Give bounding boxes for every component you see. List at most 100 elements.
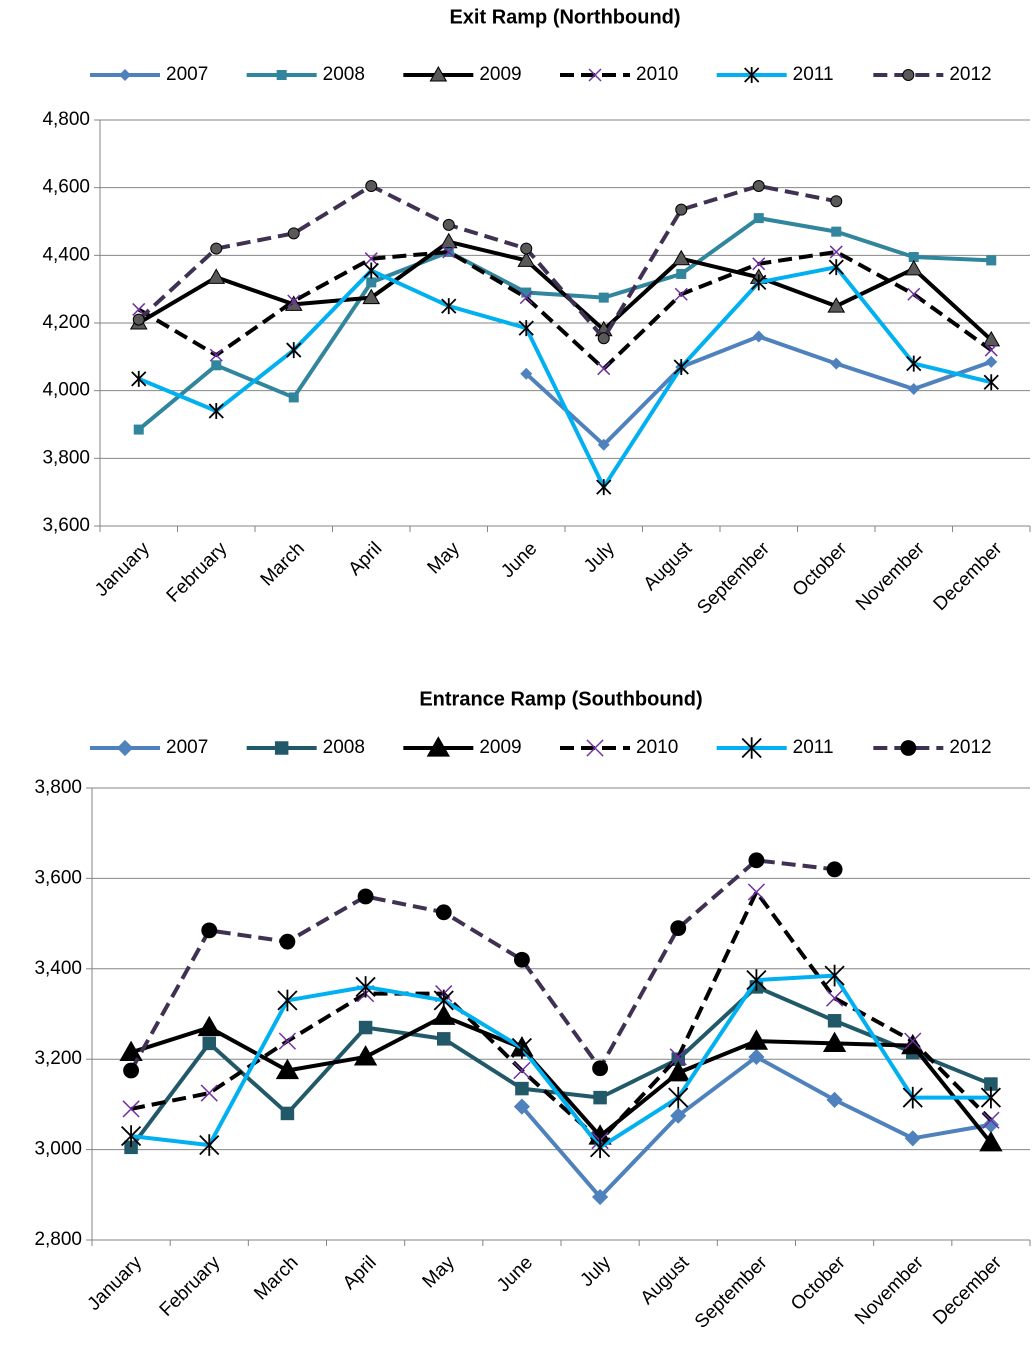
legend-label: 2007 [166,737,208,758]
y-tick-label: 3,400 [34,958,82,979]
marker [825,989,844,1007]
marker [513,1098,531,1115]
marker [287,227,300,240]
marker [439,232,458,249]
marker [288,392,299,403]
marker [985,355,998,368]
legend-label: 2011 [793,64,834,85]
marker [676,268,687,279]
marker [588,68,602,82]
y-tick-label: 4,200 [42,312,90,333]
marker [827,1014,842,1028]
marker [365,179,378,192]
marker [513,951,530,968]
x-tick-label: May [419,1252,460,1293]
legend-label: 2012 [949,64,991,85]
legend-label: 2010 [636,737,678,758]
marker [116,739,134,757]
marker [751,274,767,291]
series-line [130,889,993,1143]
marker [744,67,760,83]
marker [200,1084,218,1102]
marker [429,65,448,82]
marker [982,1116,1000,1133]
marker [517,251,536,267]
marker [675,203,688,216]
marker [822,1031,847,1052]
x-tick-label: June [493,1252,537,1296]
marker [442,218,455,231]
marker [669,1048,687,1066]
marker [591,1188,609,1206]
y-tick-label: 3,600 [34,867,82,888]
x-tick-label: February [163,538,232,607]
marker [432,1004,456,1025]
x-tick-label: March [250,1252,302,1304]
x-tick-label: December [930,538,1007,615]
marker [209,348,223,362]
y-tick-label: 3,800 [34,777,82,798]
marker [511,1037,533,1059]
marker [904,259,923,276]
marker [122,1100,140,1118]
x-tick-label: November [851,1252,928,1329]
marker [831,226,842,237]
legend-label: 2010 [636,64,678,85]
legend-label: 2009 [479,64,521,85]
y-tick-label: 3,600 [42,515,90,536]
x-tick-label: September [693,538,774,619]
marker [201,922,218,939]
marker [830,195,843,208]
series-line [137,183,837,341]
marker [827,297,846,313]
marker [207,268,226,284]
marker [124,1140,138,1155]
marker [521,287,532,298]
marker [904,1032,922,1050]
marker [902,69,915,81]
marker [520,242,533,255]
marker [744,1029,769,1050]
x-tick-label: February [156,1252,225,1321]
marker [904,1130,921,1147]
marker [442,245,456,259]
marker [119,1040,143,1062]
marker [278,1032,297,1050]
marker [672,249,691,266]
marker [353,1045,378,1066]
legend-label: 2008 [323,737,365,758]
marker [276,70,287,80]
marker [433,989,454,1012]
marker [355,976,376,998]
marker [597,362,611,376]
marker [520,367,533,380]
marker [674,287,688,301]
series-line [137,265,992,490]
marker [279,933,296,950]
marker [752,179,765,192]
marker [208,402,224,419]
marker [589,1136,611,1159]
x-tick-label: January [84,1252,147,1315]
marker [435,904,452,921]
x-tick-label: July [576,1252,615,1291]
marker [980,1086,1002,1109]
marker [752,257,766,271]
x-tick-label: June [497,538,541,582]
marker [274,741,289,755]
marker [593,1090,607,1105]
marker [210,242,223,255]
marker [906,355,922,372]
series-line [130,1014,993,1145]
series-line [137,249,993,371]
marker [364,252,378,266]
marker [673,358,689,375]
marker [752,330,765,343]
marker [592,1060,609,1077]
marker [983,374,999,391]
marker [277,989,298,1012]
x-tick-label: April [345,538,387,580]
marker [518,320,534,337]
marker [426,736,450,757]
